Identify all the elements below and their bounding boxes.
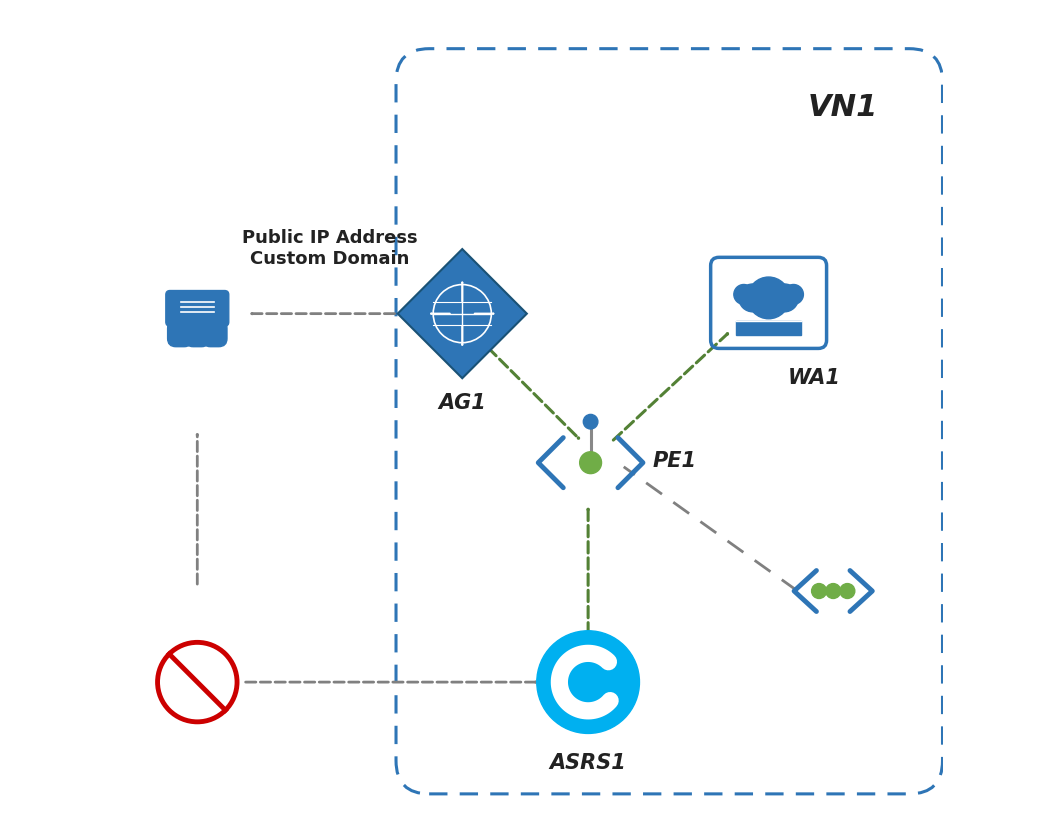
Circle shape xyxy=(571,666,605,699)
FancyBboxPatch shape xyxy=(168,321,192,347)
FancyBboxPatch shape xyxy=(185,321,209,347)
Circle shape xyxy=(747,278,790,319)
Circle shape xyxy=(579,452,601,474)
Circle shape xyxy=(175,324,185,333)
Text: PE1: PE1 xyxy=(653,451,697,471)
Text: AG1: AG1 xyxy=(439,393,486,413)
Text: WA1: WA1 xyxy=(787,368,840,388)
Circle shape xyxy=(826,584,840,599)
Text: ASRS1: ASRS1 xyxy=(550,753,627,772)
FancyBboxPatch shape xyxy=(737,322,801,336)
Circle shape xyxy=(192,324,202,333)
Text: VN1: VN1 xyxy=(808,93,878,122)
Circle shape xyxy=(537,631,639,734)
Text: Public IP Address
Custom Domain: Public IP Address Custom Domain xyxy=(242,229,418,267)
FancyBboxPatch shape xyxy=(202,321,227,347)
Circle shape xyxy=(210,324,219,333)
Circle shape xyxy=(583,415,598,429)
Circle shape xyxy=(771,284,798,313)
FancyBboxPatch shape xyxy=(166,291,228,327)
Circle shape xyxy=(812,584,827,599)
Circle shape xyxy=(739,284,766,313)
Polygon shape xyxy=(397,250,526,379)
Circle shape xyxy=(783,285,803,305)
Circle shape xyxy=(840,584,855,599)
Circle shape xyxy=(734,285,754,305)
